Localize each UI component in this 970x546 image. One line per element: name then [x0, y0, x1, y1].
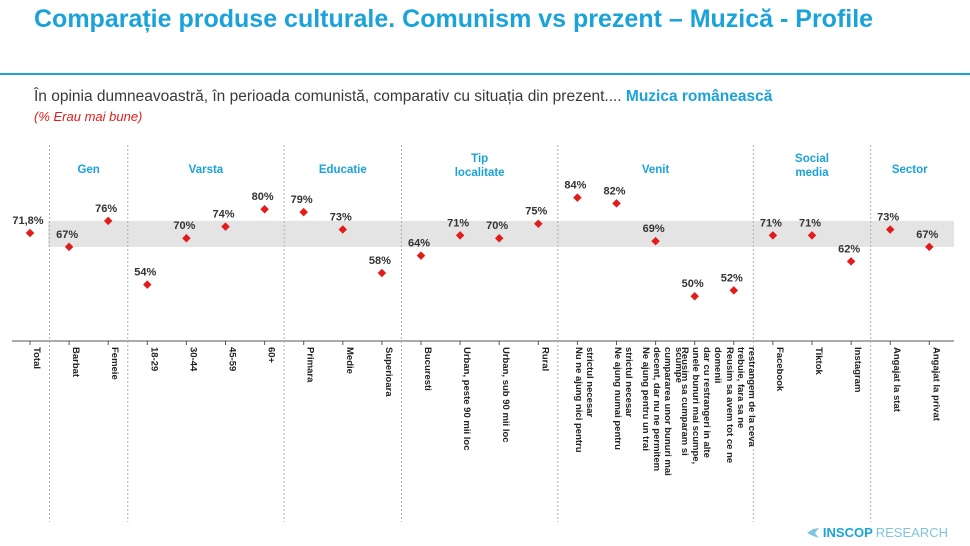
data-point	[182, 233, 191, 243]
value-label: 67%	[56, 229, 78, 241]
value-label: 70%	[173, 220, 195, 232]
category-label: strictul necesar	[584, 347, 595, 418]
data-point	[846, 257, 856, 266]
category-label: 45-59	[227, 347, 238, 371]
category-label: Ne ajung numai pentru	[612, 347, 623, 450]
category-label: Tiktok	[813, 347, 824, 376]
value-label: 76%	[95, 203, 117, 215]
value-label: 71,8%	[12, 215, 43, 227]
value-label: 70%	[486, 220, 508, 232]
subtitle-highlight: Muzica românească	[625, 88, 773, 105]
chart-note: (% Erau mai bune)	[34, 109, 143, 124]
category-label: cumpararea unor bunuri mai	[662, 347, 673, 476]
category-label: trebuie, fara sa ne	[735, 347, 746, 428]
category-label: Reusim sa cumparam si	[679, 347, 690, 456]
value-label: 62%	[838, 243, 860, 255]
chart-subtitle: În opinia dumneavoastră, în perioada com…	[34, 88, 772, 106]
data-point	[377, 268, 387, 278]
value-label: 54%	[134, 267, 156, 279]
value-label: 58%	[369, 255, 391, 267]
page-title: Comparație produse culturale. Comunism v…	[34, 5, 874, 33]
category-label: Urban, peste 90 mii loc	[461, 347, 472, 450]
data-point	[612, 199, 621, 208]
value-label: 73%	[877, 212, 899, 224]
group-label: Educatie	[319, 164, 367, 176]
logo-light: RESEARCH	[875, 525, 948, 540]
category-label: Rural	[539, 347, 550, 371]
value-label: 71%	[760, 217, 782, 229]
category-label: Femeie	[109, 347, 120, 380]
category-label: domenii	[712, 347, 723, 383]
category-label: decent, dar nu ne permitem	[651, 347, 662, 471]
group-label: Varsta	[189, 164, 224, 176]
title-divider	[0, 73, 970, 75]
value-label: 52%	[721, 272, 743, 284]
value-label: 64%	[408, 238, 430, 250]
category-label: Superioara	[383, 347, 394, 397]
subtitle-question: În opinia dumneavoastră, în perioada com…	[34, 88, 622, 105]
category-label: Facebook	[774, 347, 785, 392]
category-label: Bucuresti	[422, 347, 433, 391]
group-label: Gen	[77, 164, 99, 176]
value-label: 73%	[330, 212, 352, 224]
category-label: restrangem de la ceva	[746, 347, 757, 448]
data-point	[221, 222, 230, 231]
category-label: dar cu restrangeri in alte	[701, 347, 712, 458]
category-label: Total	[31, 347, 42, 369]
value-label: 75%	[525, 206, 547, 218]
value-label: 79%	[291, 194, 313, 206]
data-point	[338, 225, 348, 234]
data-point	[729, 286, 739, 295]
group-label: Social	[795, 153, 829, 165]
group-label: Tip	[471, 153, 488, 165]
category-label: Angajat la privat	[930, 347, 941, 422]
category-label: Urban, sub 90 mii loc	[500, 347, 511, 443]
data-point	[690, 291, 699, 301]
category-label: Reusim sa avem tot ce ne	[724, 347, 735, 463]
brand-logo: INSCOP RESEARCH	[806, 525, 948, 540]
category-label: unele bunuri mai scumpe,	[690, 347, 701, 464]
value-label: 71%	[447, 217, 469, 229]
category-label: Barbat	[70, 347, 81, 378]
bird-icon	[806, 527, 819, 538]
value-label: 50%	[682, 278, 704, 290]
value-label: 80%	[252, 191, 274, 203]
reference-band	[48, 220, 954, 247]
group-label: Venit	[642, 164, 670, 176]
logo-bold: INSCOP	[822, 525, 873, 540]
category-label: strictul necesar	[623, 347, 634, 418]
data-point	[64, 242, 74, 252]
data-point	[494, 233, 504, 243]
category-label: Ne ajung pentru un trai	[640, 347, 651, 451]
group-label: media	[795, 167, 829, 179]
data-point	[455, 231, 465, 240]
category-label: Medie	[344, 347, 355, 374]
data-point	[260, 204, 269, 214]
value-label: 67%	[916, 229, 938, 241]
data-point	[299, 207, 308, 217]
data-point	[103, 216, 113, 226]
value-label: 74%	[212, 209, 234, 221]
data-point	[416, 251, 426, 260]
value-label: 82%	[603, 185, 625, 197]
category-label: Angajat la stat	[891, 347, 902, 413]
data-point	[143, 280, 152, 289]
category-label: Instagram	[852, 347, 863, 392]
category-label: 60+	[266, 347, 277, 364]
category-label: Primara	[305, 347, 316, 383]
category-label: Nu ne ajung nici pentru	[573, 347, 584, 453]
value-label: 84%	[564, 180, 586, 192]
category-label: 18-29	[148, 347, 159, 371]
group-label: localitate	[455, 167, 505, 179]
category-label: scumpe	[673, 347, 684, 383]
category-label: 30-44	[187, 347, 198, 372]
value-label: 71%	[799, 217, 821, 229]
group-label: Sector	[892, 164, 928, 176]
data-point	[25, 228, 35, 238]
data-point	[573, 193, 582, 202]
value-label: 69%	[643, 223, 665, 235]
